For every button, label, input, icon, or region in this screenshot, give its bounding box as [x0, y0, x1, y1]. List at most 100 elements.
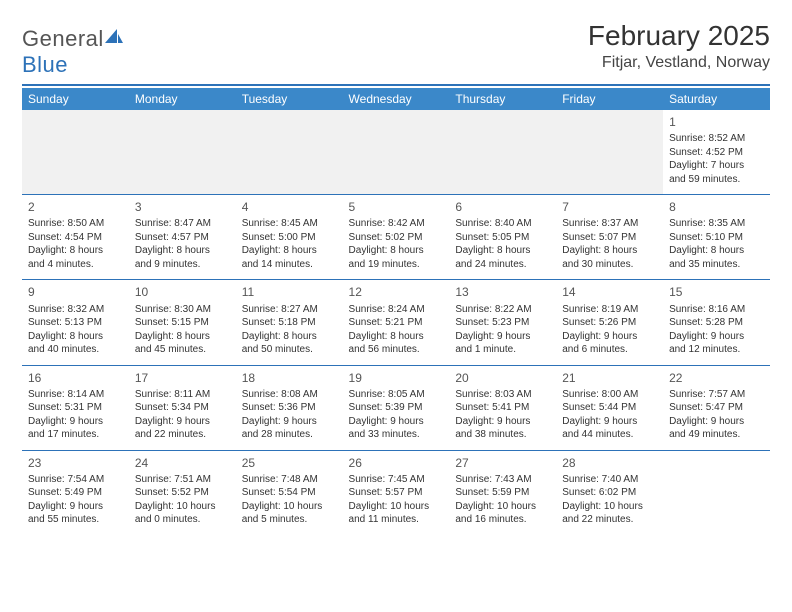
cell-daylight2: and 11 minutes. [349, 513, 444, 527]
calendar-cell: 13Sunrise: 8:22 AMSunset: 5:23 PMDayligh… [449, 280, 556, 365]
day-number: 25 [242, 455, 337, 471]
cell-daylight2: and 40 minutes. [28, 343, 123, 357]
weekday-header: Monday [129, 88, 236, 110]
cell-sunrise: Sunrise: 7:48 AM [242, 473, 337, 487]
cell-daylight1: Daylight: 9 hours [669, 330, 764, 344]
calendar-cell: 1Sunrise: 8:52 AMSunset: 4:52 PMDaylight… [663, 110, 770, 195]
day-number: 20 [455, 370, 550, 386]
cell-daylight2: and 49 minutes. [669, 428, 764, 442]
cell-daylight1: Daylight: 8 hours [135, 330, 230, 344]
day-number: 26 [349, 455, 444, 471]
day-number: 28 [562, 455, 657, 471]
calendar-body: 1Sunrise: 8:52 AMSunset: 4:52 PMDaylight… [22, 110, 770, 535]
cell-sunset: Sunset: 5:21 PM [349, 316, 444, 330]
cell-sunrise: Sunrise: 8:24 AM [349, 303, 444, 317]
cell-daylight1: Daylight: 9 hours [135, 415, 230, 429]
day-number: 9 [28, 284, 123, 300]
brand-part1: General [22, 26, 104, 51]
brand-logo: General Blue [22, 20, 124, 78]
calendar-cell: 10Sunrise: 8:30 AMSunset: 5:15 PMDayligh… [129, 280, 236, 365]
cell-sunrise: Sunrise: 8:45 AM [242, 217, 337, 231]
cell-daylight1: Daylight: 8 hours [349, 244, 444, 258]
cell-daylight1: Daylight: 8 hours [242, 330, 337, 344]
cell-sunrise: Sunrise: 8:32 AM [28, 303, 123, 317]
cell-sunrise: Sunrise: 8:11 AM [135, 388, 230, 402]
cell-sunset: Sunset: 5:23 PM [455, 316, 550, 330]
calendar-cell: 24Sunrise: 7:51 AMSunset: 5:52 PMDayligh… [129, 450, 236, 535]
calendar-cell: 17Sunrise: 8:11 AMSunset: 5:34 PMDayligh… [129, 365, 236, 450]
calendar-cell: 21Sunrise: 8:00 AMSunset: 5:44 PMDayligh… [556, 365, 663, 450]
calendar-cell [556, 110, 663, 195]
calendar-cell: 25Sunrise: 7:48 AMSunset: 5:54 PMDayligh… [236, 450, 343, 535]
day-number: 11 [242, 284, 337, 300]
cell-daylight1: Daylight: 9 hours [455, 330, 550, 344]
cell-daylight1: Daylight: 10 hours [242, 500, 337, 514]
calendar-cell: 15Sunrise: 8:16 AMSunset: 5:28 PMDayligh… [663, 280, 770, 365]
cell-sunset: Sunset: 5:28 PM [669, 316, 764, 330]
cell-daylight1: Daylight: 9 hours [28, 500, 123, 514]
cell-daylight1: Daylight: 8 hours [669, 244, 764, 258]
calendar-cell: 28 Sunrise: 7:40 AMSunset: 6:02 PMDayligh… [556, 450, 663, 535]
brand-part2: Blue [22, 52, 68, 77]
sail-icon [104, 26, 124, 52]
cell-daylight2: and 22 minutes. [562, 513, 657, 527]
calendar-cell [343, 110, 450, 195]
day-number: 21 [562, 370, 657, 386]
calendar-row: 1Sunrise: 8:52 AMSunset: 4:52 PMDaylight… [22, 110, 770, 195]
cell-sunrise: Sunrise: 8:42 AM [349, 217, 444, 231]
brand-text: General Blue [22, 26, 124, 78]
cell-sunset: Sunset: 4:52 PM [669, 146, 764, 160]
calendar-cell: 4Sunrise: 8:45 AMSunset: 5:00 PMDaylight… [236, 195, 343, 280]
calendar-cell [449, 110, 556, 195]
calendar-cell [236, 110, 343, 195]
day-number: 16 [28, 370, 123, 386]
day-number: 12 [349, 284, 444, 300]
calendar-cell [663, 450, 770, 535]
calendar-row: 2Sunrise: 8:50 AMSunset: 4:54 PMDaylight… [22, 195, 770, 280]
location-text: Fitjar, Vestland, Norway [588, 54, 770, 72]
cell-sunset: Sunset: 5:57 PM [349, 486, 444, 500]
calendar-cell: 20Sunrise: 8:03 AMSunset: 5:41 PMDayligh… [449, 365, 556, 450]
calendar-cell: 12 Sunrise: 8:24 AMSunset: 5:21 PMDayligh… [343, 280, 450, 365]
cell-sunrise: Sunrise: 8:35 AM [669, 217, 764, 231]
cell-daylight2: and 6 minutes. [562, 343, 657, 357]
cell-daylight2: and 19 minutes. [349, 258, 444, 272]
cell-sunset: Sunset: 5:59 PM [455, 486, 550, 500]
cell-sunrise: Sunrise: 7:40 AM [562, 473, 657, 487]
day-number: 3 [135, 199, 230, 215]
calendar-cell: 8Sunrise: 8:35 AMSunset: 5:10 PMDaylight… [663, 195, 770, 280]
day-number: 18 [242, 370, 337, 386]
day-number: 1 [669, 114, 764, 130]
weekday-header: Tuesday [236, 88, 343, 110]
cell-daylight1: Daylight: 10 hours [562, 500, 657, 514]
cell-daylight2: and 55 minutes. [28, 513, 123, 527]
cell-sunset: Sunset: 5:44 PM [562, 401, 657, 415]
cell-sunset: Sunset: 5:15 PM [135, 316, 230, 330]
day-number: 8 [669, 199, 764, 215]
cell-daylight2: and 12 minutes. [669, 343, 764, 357]
cell-daylight1: Daylight: 8 hours [349, 330, 444, 344]
day-number: 7 [562, 199, 657, 215]
weekday-header: Wednesday [343, 88, 450, 110]
cell-daylight2: and 22 minutes. [135, 428, 230, 442]
cell-daylight1: Daylight: 8 hours [455, 244, 550, 258]
cell-sunset: Sunset: 5:31 PM [28, 401, 123, 415]
cell-daylight1: Daylight: 9 hours [349, 415, 444, 429]
cell-daylight1: Daylight: 8 hours [242, 244, 337, 258]
weekday-header-row: Sunday Monday Tuesday Wednesday Thursday… [22, 88, 770, 110]
calendar-cell: 27Sunrise: 7:43 AMSunset: 5:59 PMDayligh… [449, 450, 556, 535]
cell-daylight2: and 45 minutes. [135, 343, 230, 357]
cell-daylight1: Daylight: 9 hours [242, 415, 337, 429]
day-number: 24 [135, 455, 230, 471]
cell-sunrise: Sunrise: 8:16 AM [669, 303, 764, 317]
calendar-cell: 7Sunrise: 8:37 AMSunset: 5:07 PMDaylight… [556, 195, 663, 280]
cell-sunset: Sunset: 6:02 PM [562, 486, 657, 500]
cell-sunset: Sunset: 5:05 PM [455, 231, 550, 245]
cell-sunrise: Sunrise: 8:05 AM [349, 388, 444, 402]
calendar-cell: 9Sunrise: 8:32 AMSunset: 5:13 PMDaylight… [22, 280, 129, 365]
cell-sunrise: Sunrise: 8:47 AM [135, 217, 230, 231]
cell-sunrise: Sunrise: 8:08 AM [242, 388, 337, 402]
title-block: February 2025 Fitjar, Vestland, Norway [588, 20, 770, 72]
calendar-cell: 19Sunrise: 8:05 AMSunset: 5:39 PMDayligh… [343, 365, 450, 450]
cell-daylight2: and 35 minutes. [669, 258, 764, 272]
